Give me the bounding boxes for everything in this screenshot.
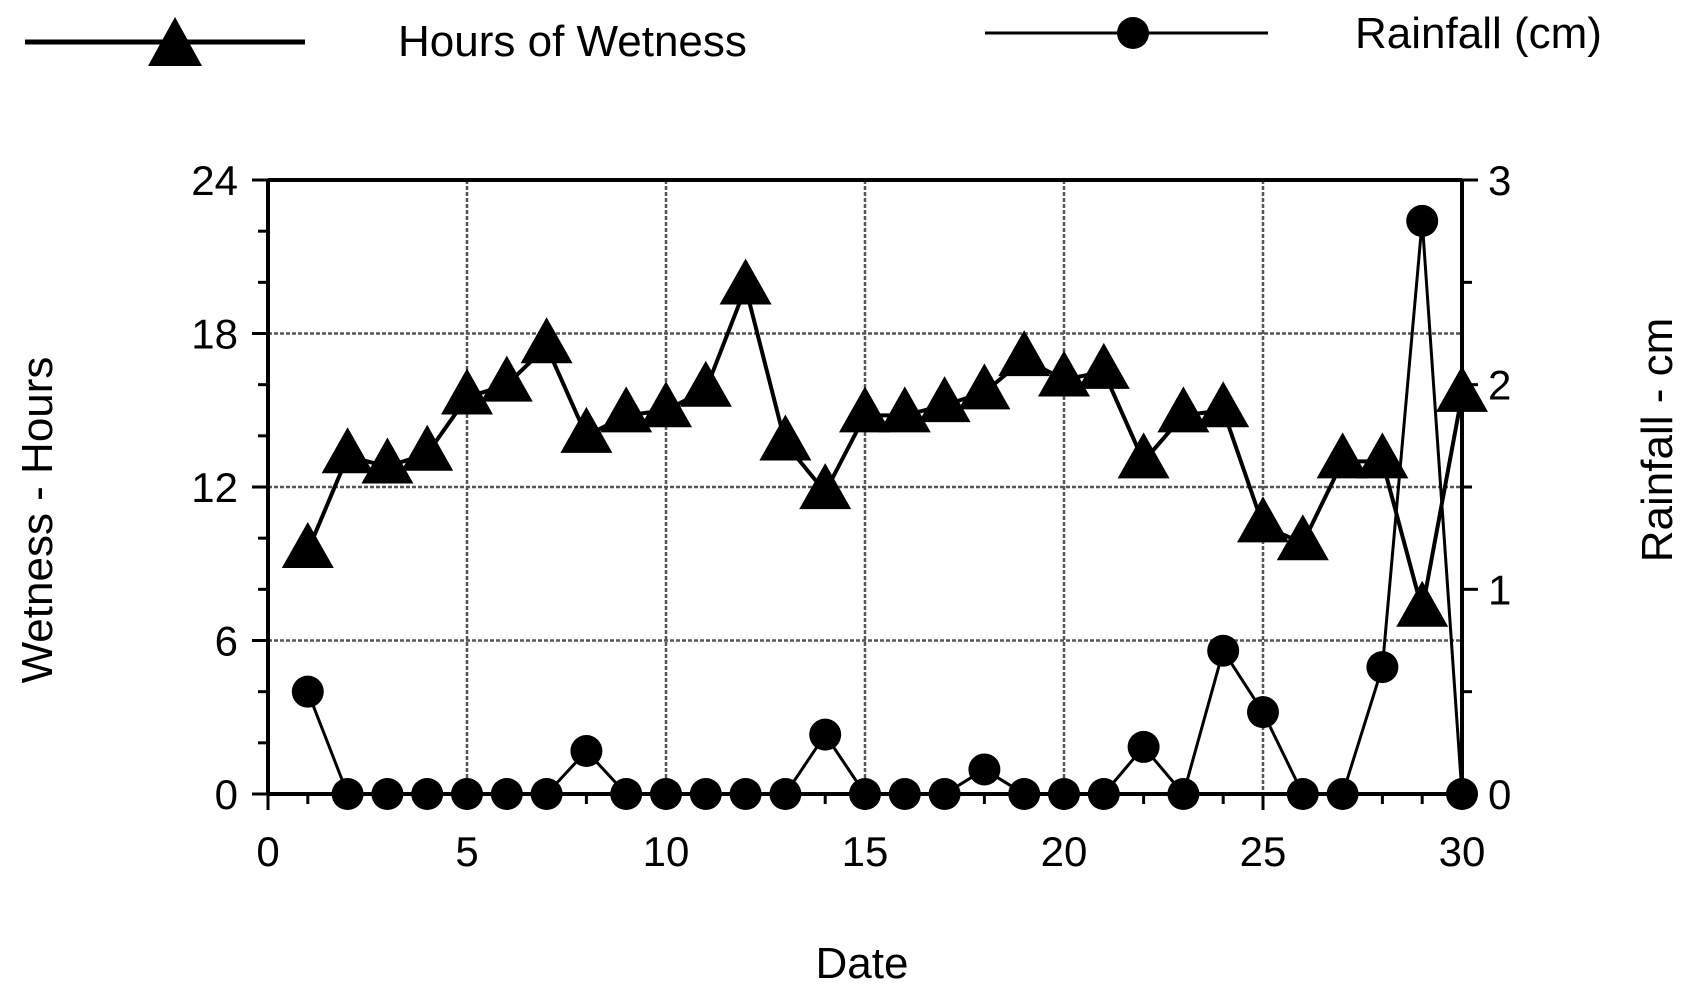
y2-tick-label: 3 xyxy=(1488,157,1511,204)
rainfall-point xyxy=(1286,778,1319,810)
wetness-point xyxy=(520,317,573,364)
wetness-point xyxy=(799,463,852,510)
wetness-point xyxy=(401,424,454,471)
wetness-point xyxy=(1276,514,1329,561)
wetness-point xyxy=(1117,432,1170,479)
wetness-point xyxy=(759,414,812,461)
wetness-point xyxy=(640,381,692,428)
rainfall-point xyxy=(888,778,921,810)
rainfall-point xyxy=(1167,778,1200,810)
wetness-point xyxy=(1237,496,1289,543)
y2-tick-label: 2 xyxy=(1488,362,1511,409)
wetness-point xyxy=(1316,432,1369,479)
rainfall-point xyxy=(1406,204,1439,237)
legend: Hours of Wetness Rainfall (cm) xyxy=(25,9,1602,66)
rainfall-point xyxy=(689,778,722,810)
wetness-point xyxy=(998,330,1051,377)
y-axis-label: Wetness - Hours xyxy=(13,357,62,684)
rainfall-point xyxy=(849,778,881,810)
rainfall-point xyxy=(1446,778,1478,810)
wetness-point xyxy=(918,376,971,423)
wetness-point xyxy=(361,437,414,484)
rainfall-point xyxy=(530,778,563,810)
y-tick-label: 18 xyxy=(191,311,238,358)
rainfall-point xyxy=(809,718,842,751)
rainfall-point xyxy=(570,735,603,768)
x-tick-label: 0 xyxy=(256,828,279,875)
wetness-point xyxy=(719,258,772,305)
wetness-point xyxy=(480,355,533,402)
rainfall-point xyxy=(451,778,483,810)
wetness-point xyxy=(1157,386,1210,433)
y2-axis-label: Rainfall - cm xyxy=(1633,318,1682,563)
wetness-point xyxy=(321,427,374,474)
rainfall-point xyxy=(650,778,682,810)
wetness-point xyxy=(1077,342,1130,389)
x-tick-label: 20 xyxy=(1041,828,1088,875)
legend-item-wetness: Hours of Wetness xyxy=(25,17,747,66)
rainfall-point xyxy=(769,778,802,810)
rainfall-point xyxy=(968,753,1001,786)
circle-marker-icon xyxy=(1117,17,1149,49)
wetness-point xyxy=(1436,365,1488,412)
legend-label-wetness: Hours of Wetness xyxy=(398,17,747,66)
wetness-point xyxy=(441,368,493,415)
wetness-point xyxy=(958,363,1011,410)
wetness-point xyxy=(560,406,613,453)
rainfall-point xyxy=(729,778,762,810)
wetness-point xyxy=(1396,580,1449,627)
rainfall-point xyxy=(1326,778,1359,810)
wetness-point xyxy=(281,521,334,568)
rainfall-point xyxy=(610,778,643,810)
rainfall-point xyxy=(411,778,444,810)
rainfall-point xyxy=(1247,696,1279,729)
rainfall-point xyxy=(1087,778,1120,810)
x-tick-label: 25 xyxy=(1240,828,1287,875)
y-tick-label: 6 xyxy=(215,618,238,665)
x-tick-label: 15 xyxy=(842,828,889,875)
x-tick-label: 30 xyxy=(1439,828,1486,875)
y-tick-label: 0 xyxy=(215,771,238,818)
x-tick-label: 5 xyxy=(455,828,478,875)
wetness-series-line xyxy=(305,285,1464,612)
rainfall-point xyxy=(1008,778,1041,810)
rainfall-point xyxy=(1366,651,1399,684)
wetness-point xyxy=(679,360,732,407)
y-tick-label: 24 xyxy=(191,157,238,204)
y2-tick-label: 1 xyxy=(1488,566,1511,613)
wetness-point xyxy=(600,386,653,433)
legend-label-rainfall: Rainfall (cm) xyxy=(1355,9,1602,58)
rainfall-point xyxy=(1127,730,1160,763)
rainfall-point xyxy=(371,778,404,810)
rainfall-point xyxy=(490,778,523,810)
wetness-point xyxy=(839,386,891,433)
x-tick-label: 10 xyxy=(643,828,690,875)
rainfall-point xyxy=(928,778,961,810)
rainfall-point xyxy=(291,675,324,708)
triangle-marker-icon xyxy=(148,17,202,66)
wetness-point xyxy=(1038,350,1090,397)
legend-item-rainfall: Rainfall (cm) xyxy=(985,9,1602,58)
y-tick-label: 12 xyxy=(191,464,238,511)
rainfall-point xyxy=(331,778,364,810)
rainfall-point xyxy=(1207,634,1240,667)
wetness-point xyxy=(1197,381,1250,428)
rainfall-series-line xyxy=(306,219,1464,796)
x-axis-label: Date xyxy=(816,939,909,986)
wetness-point xyxy=(1356,432,1409,479)
wetness-point xyxy=(878,386,931,433)
y2-tick-label: 0 xyxy=(1488,771,1511,818)
rainfall-point xyxy=(1048,778,1080,810)
